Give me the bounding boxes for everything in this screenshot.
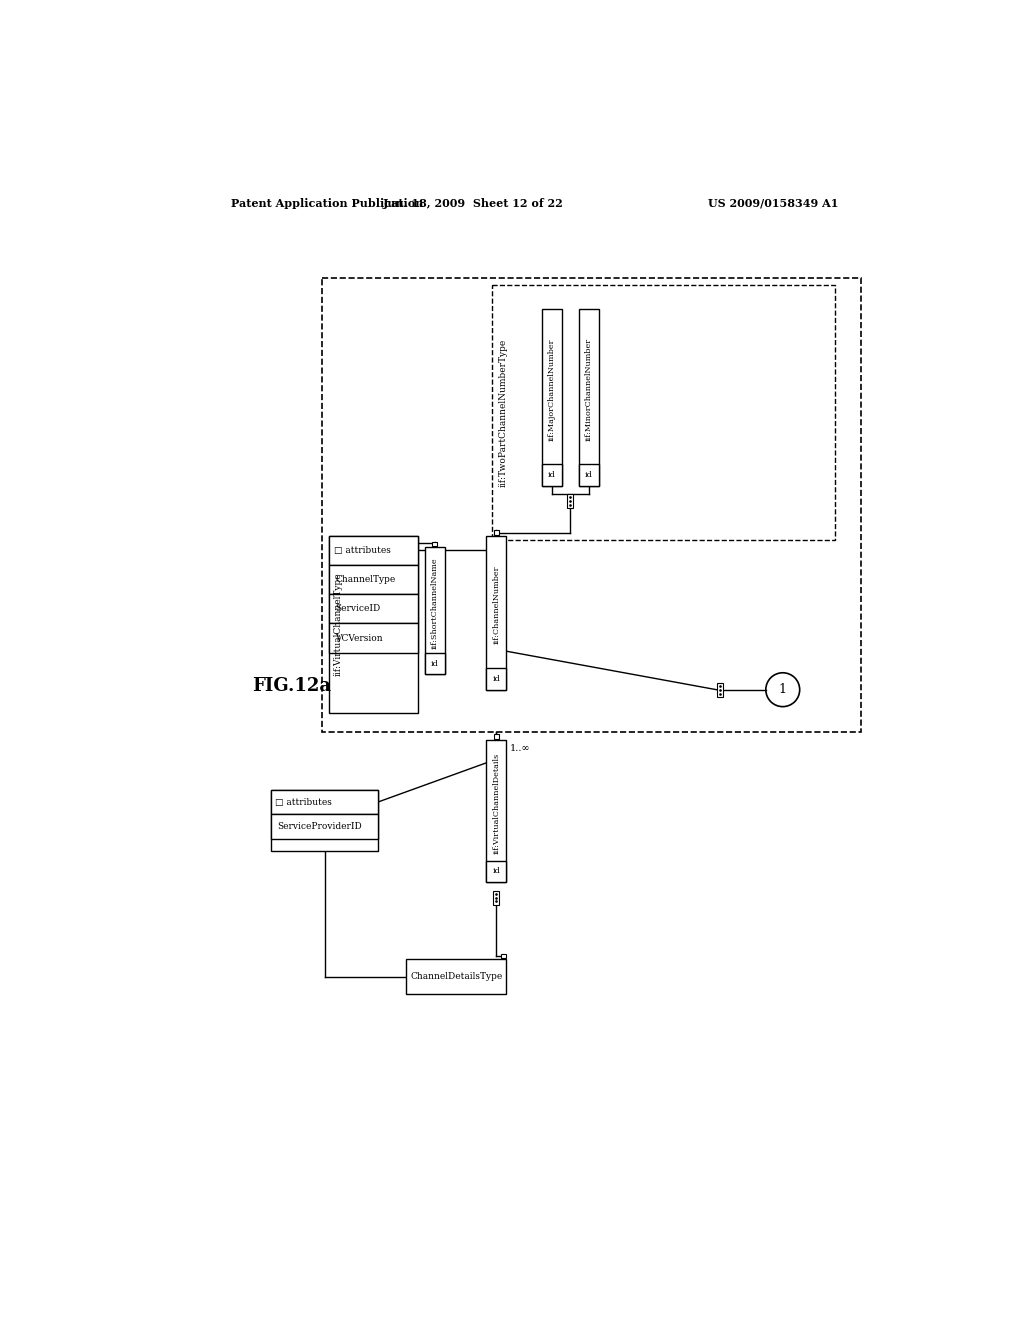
Text: iif:MinorChannelNumber: iif:MinorChannelNumber [585, 338, 593, 441]
Bar [493, 285, 836, 540]
Bar [494, 531, 499, 535]
Text: iif:ShortChannelName: iif:ShortChannelName [431, 557, 438, 649]
Bar [330, 565, 418, 594]
Text: 1: 1 [778, 684, 786, 696]
Text: □ attributes: □ attributes [275, 797, 332, 807]
Bar [717, 682, 723, 697]
Bar [542, 309, 562, 486]
Text: id: id [548, 471, 556, 479]
Bar [330, 623, 418, 653]
Bar [432, 543, 437, 546]
Bar [567, 494, 573, 508]
Bar [425, 653, 444, 675]
Bar [271, 789, 378, 851]
Text: iif:TwoPartChannelNumberType: iif:TwoPartChannelNumberType [499, 338, 508, 487]
Text: id: id [585, 471, 593, 479]
Bar [579, 309, 599, 486]
Bar [579, 465, 599, 486]
Bar [501, 954, 506, 958]
Bar [486, 536, 506, 689]
Bar [330, 536, 418, 713]
Text: Jun. 18, 2009  Sheet 12 of 22: Jun. 18, 2009 Sheet 12 of 22 [383, 198, 563, 209]
Bar [322, 277, 860, 733]
Text: Patent Application Publication: Patent Application Publication [230, 198, 423, 209]
Text: □ attributes: □ attributes [334, 546, 391, 554]
Bar [425, 548, 444, 675]
Bar [486, 739, 506, 882]
Text: iif:VirtualChannelType: iif:VirtualChannelType [334, 573, 343, 676]
Text: id: id [493, 675, 501, 682]
Text: id: id [493, 867, 501, 875]
Text: US 2009/0158349 A1: US 2009/0158349 A1 [708, 198, 839, 209]
Bar [486, 861, 506, 882]
Text: VCVersion: VCVersion [336, 634, 383, 643]
Bar [330, 536, 418, 565]
Text: iif:VirtualChannelDetails: iif:VirtualChannelDetails [493, 752, 501, 854]
Text: ServiceProviderID: ServiceProviderID [276, 822, 361, 832]
Text: ChannelDetailsType: ChannelDetailsType [411, 972, 503, 981]
Text: 1..∞: 1..∞ [510, 744, 530, 754]
Text: iif:MajorChannelNumber: iif:MajorChannelNumber [548, 338, 556, 441]
Bar [486, 668, 506, 689]
Text: ChannelType: ChannelType [336, 576, 395, 583]
Bar [271, 789, 378, 814]
Bar [494, 734, 499, 739]
Text: ServiceID: ServiceID [336, 605, 381, 614]
Bar [271, 814, 378, 840]
Bar [330, 594, 418, 623]
Bar [542, 465, 562, 486]
Bar [494, 891, 500, 904]
Bar [407, 960, 506, 994]
Text: FIG.12a: FIG.12a [252, 677, 331, 694]
Text: id: id [431, 660, 438, 668]
Text: iif:ChannelNumber: iif:ChannelNumber [493, 566, 501, 644]
